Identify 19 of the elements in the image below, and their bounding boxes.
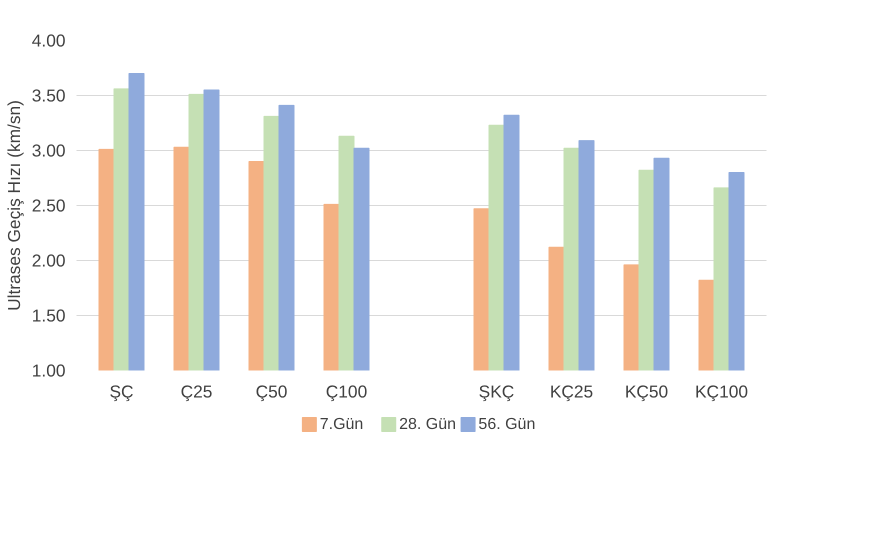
x-tick-label: KÇ25 bbox=[550, 382, 594, 402]
x-tick-label: ŞÇ bbox=[109, 382, 134, 402]
y-tick-label: 2.50 bbox=[32, 196, 66, 216]
y-tick-label: 2.00 bbox=[32, 250, 66, 270]
y-tick-label: 3.00 bbox=[32, 140, 66, 160]
y-tick-label: 1.00 bbox=[32, 360, 66, 380]
y-tick-label: 4.00 bbox=[32, 30, 66, 50]
x-tick-label: Ç25 bbox=[180, 382, 212, 402]
legend-label: 7.Gün bbox=[320, 416, 364, 433]
y-tick-label: 1.50 bbox=[32, 306, 66, 326]
legend-label: 56. Gün bbox=[478, 416, 536, 433]
legend-label: 28. Gün bbox=[399, 416, 456, 433]
x-tick-label: KÇ100 bbox=[695, 382, 748, 402]
x-tick-label: Ç50 bbox=[256, 382, 288, 402]
x-tick-label: KÇ50 bbox=[624, 382, 668, 402]
x-tick-label: Ç100 bbox=[326, 382, 368, 402]
y-axis-title: Ultrases Geçiş Hızı (km/sn) bbox=[4, 100, 24, 311]
y-tick-label: 3.50 bbox=[32, 86, 66, 106]
x-tick-label: ŞKÇ bbox=[478, 382, 514, 402]
